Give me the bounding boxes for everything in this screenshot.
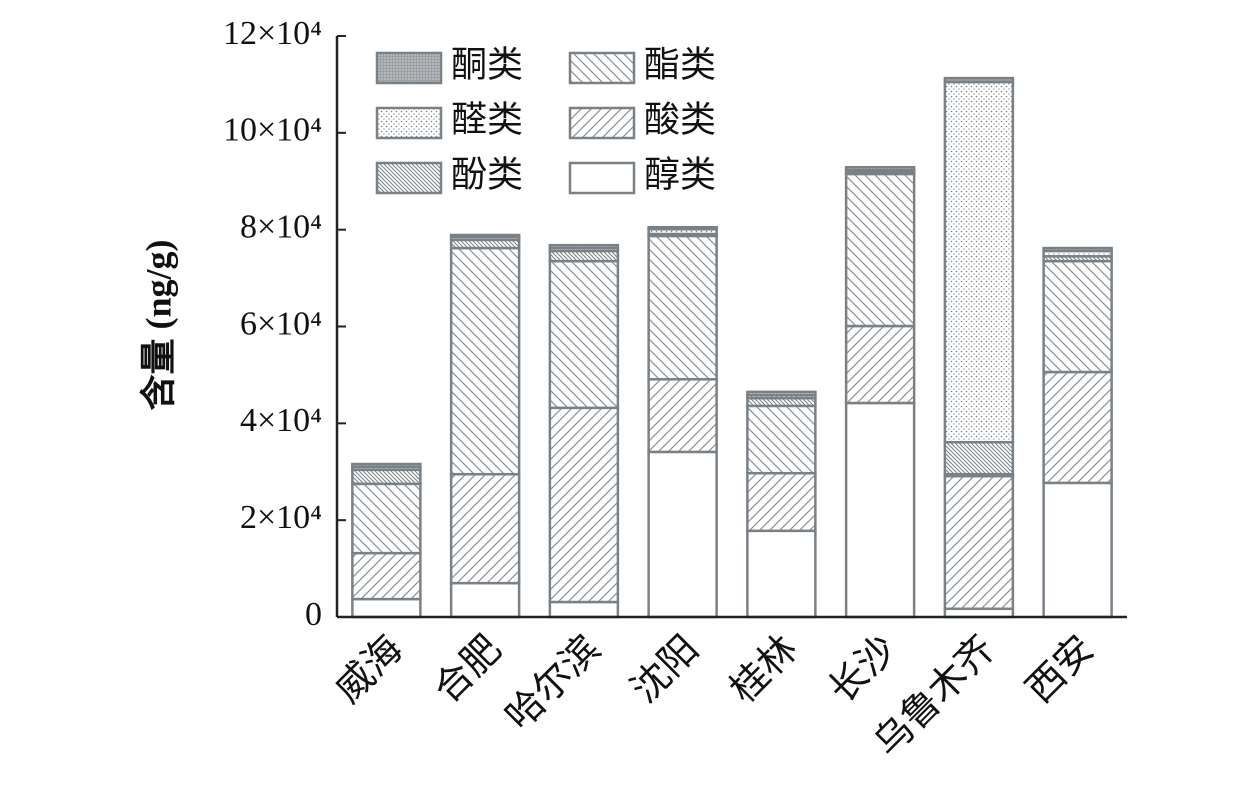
legend-label: 酮类 <box>451 44 523 84</box>
bar-segment <box>647 450 718 619</box>
x-tick-label: 哈尔滨 <box>498 628 608 738</box>
bar-segment <box>548 259 620 410</box>
bar-segment <box>844 324 916 405</box>
legend-swatch <box>568 51 636 85</box>
bar-segment <box>548 406 620 604</box>
bar-segment <box>746 404 817 475</box>
bar-segment <box>746 529 817 619</box>
legend-swatch <box>375 161 443 195</box>
y-tick-label: 12×10⁴ <box>223 15 322 52</box>
legend-label: 酯类 <box>644 44 716 84</box>
bar-segment <box>351 597 422 619</box>
bar-segment <box>844 165 916 172</box>
bar-segment <box>746 390 817 397</box>
bar-segment <box>351 482 422 555</box>
bar-segment <box>844 401 916 619</box>
x-tick-label: 西安 <box>1019 628 1102 711</box>
x-tick-label: 威海 <box>327 628 410 711</box>
bar-segment <box>449 246 521 476</box>
bar-segment <box>844 172 916 328</box>
y-tick-label: 0 <box>305 596 322 633</box>
legend-label: 酸类 <box>644 99 716 139</box>
bar-segment <box>943 76 1015 84</box>
bar-segment <box>351 468 422 486</box>
bar-segment <box>449 472 521 585</box>
bar-segment <box>351 462 422 469</box>
bar-segment <box>1042 259 1113 374</box>
legend-swatch <box>375 106 443 140</box>
y-axis-label: 含量 (ng/g) <box>138 239 178 410</box>
bar-segment <box>1042 370 1113 485</box>
y-tick-label: 8×10⁴ <box>240 208 322 245</box>
y-tick-label: 2×10⁴ <box>240 499 322 536</box>
bar-segment <box>351 551 422 601</box>
legend-swatch <box>568 106 636 140</box>
bar-segment <box>647 234 718 381</box>
x-tick-label: 合肥 <box>426 628 509 711</box>
bar-segment <box>1042 246 1113 253</box>
legend-label: 醇类 <box>644 154 716 194</box>
x-tick-label: 沈阳 <box>624 628 707 711</box>
bar-segment <box>449 581 521 619</box>
legend-swatch <box>375 51 443 85</box>
y-tick-label: 6×10⁴ <box>240 305 322 342</box>
legend-swatch <box>568 161 636 195</box>
legend-label: 醛类 <box>451 99 523 139</box>
x-tick-label: 桂林 <box>722 628 805 711</box>
bar-segment <box>548 243 620 250</box>
y-tick-label: 4×10⁴ <box>240 402 322 439</box>
bar-segment <box>943 440 1015 476</box>
bar-segment <box>943 474 1015 611</box>
bar-segment <box>548 600 620 619</box>
bar-segment <box>943 80 1015 444</box>
x-tick-label: 长沙 <box>821 628 904 711</box>
bar-segment <box>1042 481 1113 619</box>
bar-segment <box>647 225 718 231</box>
legend-label: 酚类 <box>451 154 523 194</box>
bar-segment <box>746 471 817 533</box>
bar-segment <box>449 233 521 239</box>
bar-segment <box>548 249 620 263</box>
bar-segment <box>647 378 718 454</box>
y-tick-label: 10×10⁴ <box>223 112 322 149</box>
